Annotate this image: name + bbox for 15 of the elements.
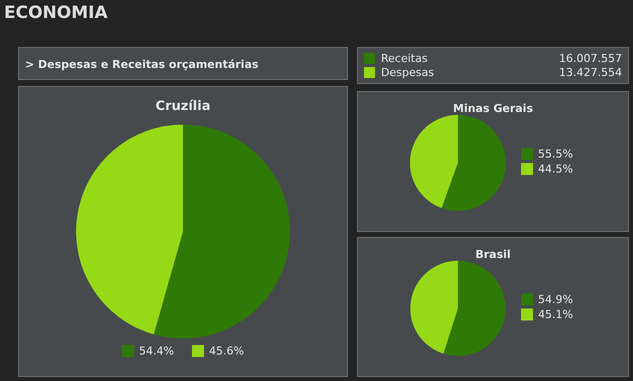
- chart-title: Brasil: [475, 248, 511, 261]
- chart-title: Cruzília: [156, 99, 210, 114]
- category-label: Receitas: [381, 52, 428, 64]
- legend-label: 55.5%: [538, 148, 573, 160]
- text: 13.427.554: [559, 66, 622, 78]
- category-label: Despesas: [381, 66, 434, 78]
- legend-label: 54.9%: [538, 293, 573, 306]
- chart-title: Minas Gerais: [452, 102, 534, 115]
- legend-label: 45.1%: [538, 308, 573, 321]
- legend-label: 45.6%: [209, 344, 244, 358]
- text: ECONOMIA: [4, 3, 108, 23]
- text: > Despesas e Receitas orçamentárias: [18, 47, 348, 80]
- text: 16.007.557: [559, 52, 622, 64]
- legend-label: 54.4%: [139, 344, 174, 358]
- legend-label: 44.5%: [538, 162, 573, 176]
